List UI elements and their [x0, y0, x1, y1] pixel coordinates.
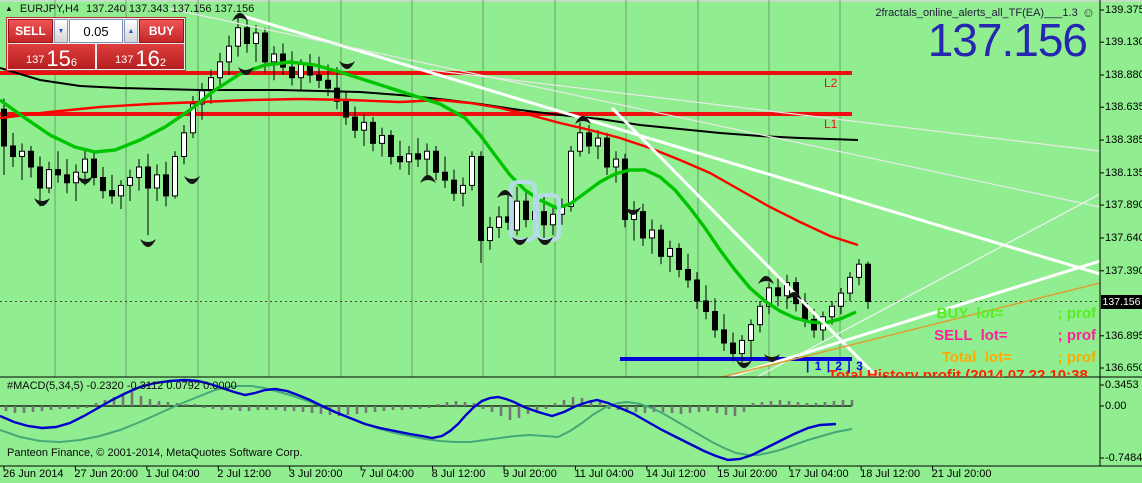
chart-title: ▲ EURJPY,H4 137.240 137.343 137.156 137.…	[5, 3, 254, 15]
price-axis-label: 139.130	[1105, 36, 1142, 49]
macd-axis-label: 0.3453	[1105, 379, 1139, 391]
lot-increase-button[interactable]: ▲	[124, 19, 138, 43]
time-axis-label: 26 Jun 2014	[3, 468, 64, 480]
buy-price-prefix: 137	[115, 54, 134, 66]
fractal-arrows	[34, 13, 802, 368]
time-axis-label: 18 Jul 12:00	[860, 468, 921, 480]
sell-price-pips: 6	[70, 57, 77, 69]
current-bid-price: 137.156	[927, 14, 1088, 66]
lot-decrease-button[interactable]: ▼	[54, 19, 68, 43]
ohlc-values: 137.240 137.343 137.156 137.156	[86, 3, 255, 15]
buy-price-main: 16	[135, 46, 160, 71]
lot-size-input[interactable]	[69, 19, 123, 43]
period-separators	[54, 0, 841, 377]
macd-pane	[0, 378, 854, 462]
macd-axis-label: -0.7484	[1105, 452, 1142, 464]
price-axis-label: 138.880	[1105, 69, 1142, 82]
symbol-timeframe-label: EURJPY,H4	[19, 3, 80, 15]
price-axis-label: 136.650	[1105, 362, 1142, 374]
current-price-badge: 137.156	[1101, 295, 1142, 309]
price-axis-label: 139.375	[1105, 4, 1142, 16]
time-axis-label: 27 Jun 20:00	[74, 468, 139, 480]
time-axis-label: 14 Jul 12:00	[645, 468, 706, 480]
macd-axis-label: 0.00	[1105, 400, 1127, 412]
price-axis-label: 137.640	[1105, 231, 1142, 244]
trend-lines[interactable]	[165, 7, 1100, 386]
price-axis-label: 137.890	[1105, 199, 1142, 212]
history-profit-comment: Total History profit (2014.07.22 10:38	[828, 367, 1088, 377]
time-axis-label: 15 Jul 20:00	[717, 468, 778, 480]
time-axis-label: 11 Jul 04:00	[574, 468, 634, 480]
pattern-count-label: | 1 | 2 | 3	[806, 359, 864, 373]
time-axis-label: 8 Jul 12:00	[431, 468, 486, 480]
buy-lot-comment: BUY lot= ; prof	[936, 305, 1096, 322]
time-axis-label: 17 Jul 04:00	[788, 468, 849, 480]
ea-smiley-icon: ☺	[1081, 5, 1095, 20]
price-axis-label: 138.635	[1105, 101, 1142, 114]
level-label: L1	[824, 117, 838, 131]
sell-price-display[interactable]: 137 15 6	[8, 44, 95, 71]
sell-price-main: 15	[46, 46, 71, 71]
collapse-panel-icon[interactable]: ▲	[5, 4, 13, 13]
time-axis-label: 7 Jul 04:00	[360, 468, 414, 480]
sell-lot-comment: SELL lot= ; prof	[934, 327, 1096, 344]
level-lines	[0, 71, 852, 361]
copyright-label: Panteon Finance, © 2001-2014, MetaQuotes…	[7, 447, 303, 459]
one-click-trading-panel: SELL ▼ ▲ BUY 137 15 6 137 16 2	[6, 17, 186, 71]
macd-indicator-label: #MACD(5,34,5) -0.2320 -0.3112 0.0792 0.0…	[7, 380, 237, 392]
time-axis-label: 2 Jul 12:00	[217, 468, 272, 480]
time-axis-label: 9 Jul 20:00	[503, 468, 557, 480]
price-axis-label: 136.895	[1105, 329, 1142, 342]
time-axis-label: 21 Jul 20:00	[931, 468, 992, 480]
price-axis-label: 137.390	[1105, 264, 1142, 277]
sell-button[interactable]: SELL	[8, 19, 53, 43]
triangle-up-icon: ▲	[127, 27, 135, 35]
time-axis-label: 3 Jul 20:00	[288, 468, 343, 480]
buy-price-pips: 2	[159, 57, 166, 69]
ea-name-text: 2fractals_online_alerts_all_TF(EA)___1.3	[875, 6, 1078, 19]
level-label: L2	[824, 76, 838, 90]
triangle-down-icon: ▼	[57, 27, 65, 35]
price-axis-label: 138.135	[1105, 166, 1142, 179]
sell-price-prefix: 137	[26, 54, 45, 66]
buy-button[interactable]: BUY	[139, 19, 184, 43]
time-axis-label: 1 Jul 04:00	[145, 468, 200, 480]
buy-price-display[interactable]: 137 16 2	[97, 44, 184, 71]
total-lot-comment: Total lot= ; prof	[941, 349, 1096, 366]
price-axis-label: 138.385	[1105, 134, 1142, 147]
history-profit-clip: Total History profit (2014.07.22 10:38	[828, 367, 1099, 377]
ea-name-label: 2fractals_online_alerts_all_TF(EA)___1.3…	[875, 5, 1095, 20]
